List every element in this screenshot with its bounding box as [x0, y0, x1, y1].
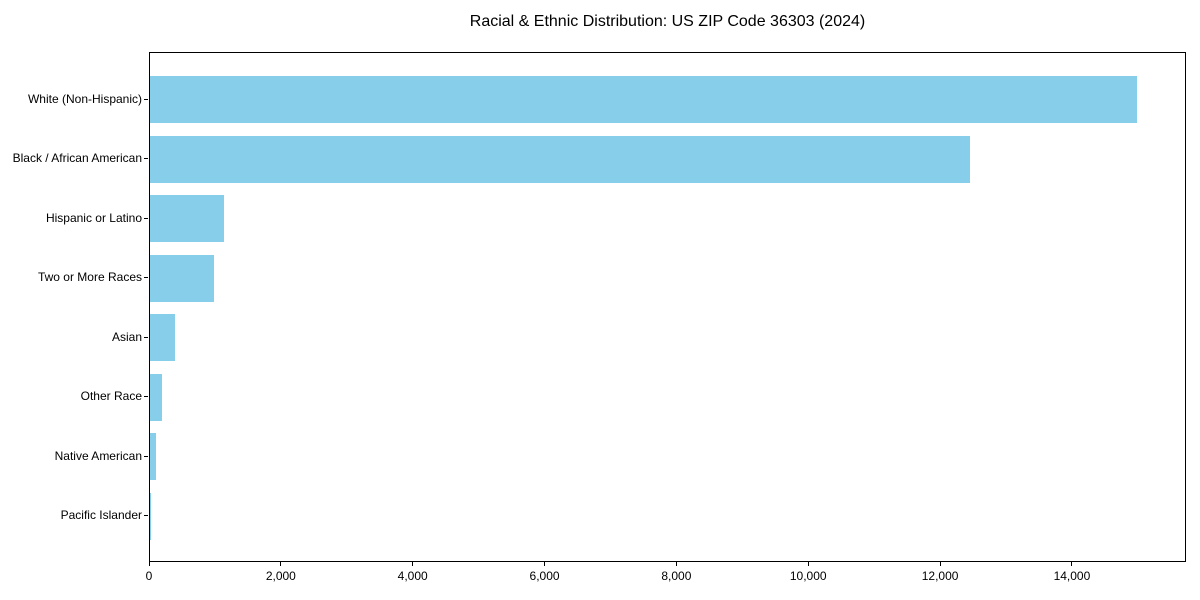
x-tick-label-4000: 4,000 — [397, 569, 428, 583]
bar-black-african-american — [150, 135, 971, 183]
bar-white-non-hispanic — [150, 76, 1137, 123]
plot-area — [149, 52, 1186, 562]
y-tick-native-american — [144, 455, 148, 457]
y-label-two-or-more-races: Two or More Races — [37, 270, 142, 285]
x-tick-6000 — [544, 562, 546, 566]
bar-hispanic-or-latino — [150, 195, 224, 243]
x-tick-14000 — [1071, 562, 1073, 566]
x-tick-2000 — [280, 562, 282, 566]
y-tick-white-non-hispanic — [144, 98, 148, 100]
x-tick-label-8000: 8,000 — [661, 569, 692, 583]
y-label-pacific-islander: Pacific Islander — [60, 508, 142, 523]
x-tick-label-2000: 2,000 — [265, 569, 296, 583]
y-tick-hispanic-or-latino — [144, 217, 148, 219]
chart-title: Racial & Ethnic Distribution: US ZIP Cod… — [469, 13, 866, 30]
x-tick-label-10000: 10,000 — [789, 569, 827, 583]
y-tick-asian — [144, 336, 148, 338]
x-tick-8000 — [675, 562, 677, 566]
x-tick-label-12000: 12,000 — [921, 569, 959, 583]
y-tick-pacific-islander — [144, 515, 148, 517]
x-tick-4000 — [412, 562, 414, 566]
y-tick-two-or-more-races — [144, 277, 148, 279]
x-tick-label-0: 0 — [145, 569, 153, 583]
y-label-hispanic-or-latino: Hispanic or Latino — [45, 210, 142, 225]
bar-asian — [150, 314, 176, 362]
bar-pacific-islander — [150, 492, 151, 540]
y-label-black-african-american: Black / African American — [12, 151, 142, 166]
y-label-other-race: Other Race — [80, 389, 142, 404]
x-tick-12000 — [939, 562, 941, 566]
bar-native-american — [150, 433, 156, 481]
y-tick-other-race — [144, 396, 148, 398]
x-tick-10000 — [807, 562, 809, 566]
y-tick-black-african-american — [144, 158, 148, 160]
y-label-asian: Asian — [111, 329, 142, 344]
x-tick-0 — [148, 562, 150, 566]
bar-two-or-more-races — [150, 254, 214, 302]
x-tick-label-14000: 14,000 — [1053, 569, 1091, 583]
y-label-white-non-hispanic: White (Non-Hispanic) — [27, 91, 142, 106]
x-tick-label-6000: 6,000 — [529, 569, 560, 583]
y-label-native-american: Native American — [54, 448, 142, 463]
bar-other-race — [150, 373, 162, 421]
